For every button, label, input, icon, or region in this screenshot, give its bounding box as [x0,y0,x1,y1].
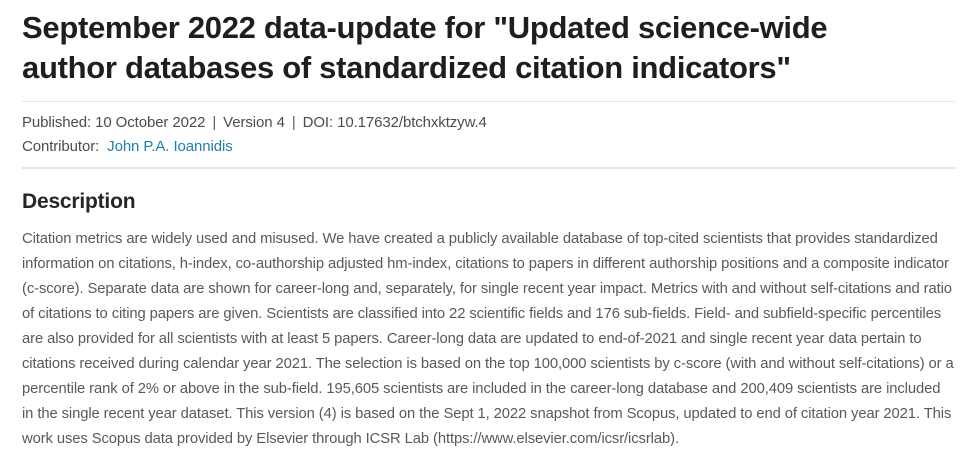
version-text: Version 4 [223,114,285,131]
contributor-link[interactable]: John P.A. Ioannidis [107,138,233,155]
page-title: September 2022 data-update for "Updated … [22,10,828,85]
meta-separator: | [291,114,296,131]
metadata-block: Published: 10 October 2022 | Version 4 | DOI… [22,102,955,167]
meta-separator: | [212,114,217,131]
published-text: Published: 10 October 2022 [22,114,206,131]
description-body: Citation metrics are widely used and mis… [22,231,954,447]
doi-text: DOI: 10.17632/btchxktzyw.4 [302,114,487,131]
divider-title [22,101,955,102]
contributor-row: Contributor: John P.A. Ioannidis [22,135,955,158]
description-heading: Description [22,190,136,213]
divider-meta [22,167,955,169]
contributor-label: Contributor: [22,138,100,155]
publication-meta-row: Published: 10 October 2022 | Version 4 | DOI… [22,111,955,134]
